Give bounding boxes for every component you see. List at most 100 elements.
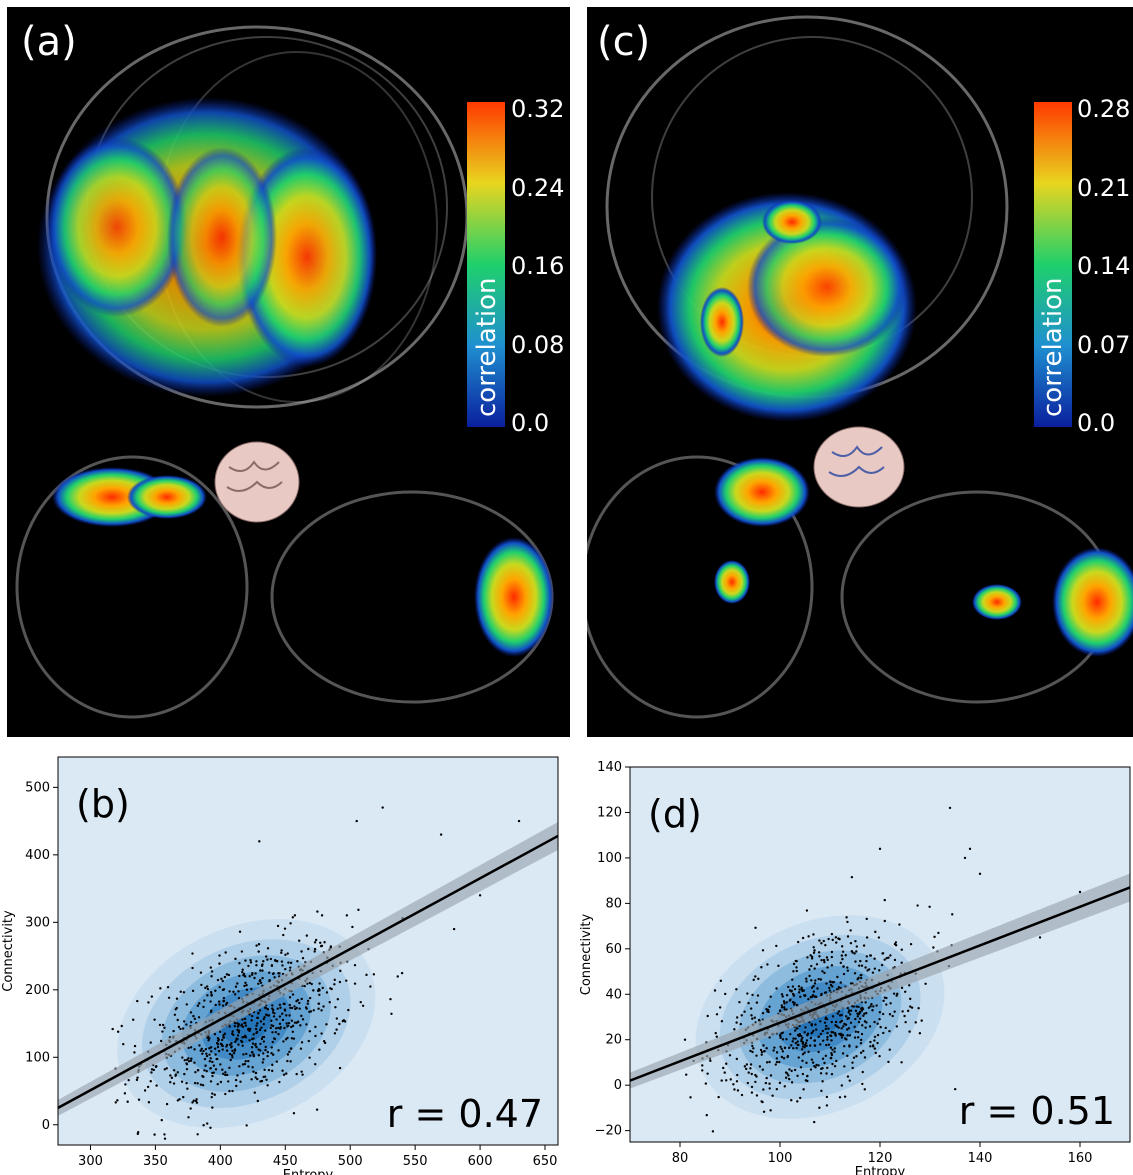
data-point	[778, 1009, 782, 1013]
data-point	[293, 914, 297, 917]
data-point	[836, 1012, 839, 1015]
data-point	[266, 1054, 269, 1058]
data-point	[241, 1025, 245, 1029]
data-point	[261, 976, 264, 980]
y-tick-label: 0	[42, 1118, 50, 1133]
data-point	[266, 958, 269, 961]
data-point	[780, 1006, 784, 1009]
data-point	[314, 1062, 317, 1066]
data-point	[978, 872, 982, 876]
data-point	[883, 919, 886, 923]
data-point	[209, 1080, 213, 1083]
data-point	[810, 1058, 814, 1061]
x-tick-label: 600	[468, 1154, 493, 1169]
data-point	[860, 1032, 864, 1036]
data-point	[864, 1026, 867, 1029]
data-point	[270, 1046, 273, 1049]
data-point	[855, 1045, 858, 1049]
data-point	[798, 1032, 802, 1036]
data-point	[300, 1041, 304, 1044]
data-point	[266, 947, 270, 950]
data-point	[829, 980, 832, 983]
data-point	[851, 951, 854, 954]
data-point	[254, 972, 257, 975]
data-point	[782, 1006, 786, 1009]
data-point	[249, 958, 252, 962]
data-point	[778, 1034, 782, 1037]
data-point	[213, 1047, 217, 1050]
data-point	[738, 1000, 741, 1004]
data-point	[775, 1051, 779, 1054]
data-point	[815, 1063, 818, 1067]
data-point	[318, 988, 321, 992]
data-point	[335, 1017, 339, 1020]
data-point	[865, 1011, 868, 1015]
y-tick-label: 200	[25, 983, 50, 998]
data-point	[801, 1036, 804, 1040]
y-tick-label: 80	[605, 896, 622, 911]
data-point	[256, 1016, 260, 1020]
data-point	[226, 1073, 229, 1077]
data-point	[846, 1075, 850, 1078]
data-point	[290, 1037, 294, 1040]
data-point	[224, 1092, 227, 1096]
data-point	[812, 933, 815, 936]
data-point	[800, 988, 804, 991]
data-point	[127, 1078, 130, 1082]
data-point	[259, 1049, 262, 1052]
data-point	[823, 971, 826, 975]
data-point	[740, 1093, 744, 1097]
data-point	[242, 1072, 245, 1075]
data-point	[817, 1050, 820, 1054]
data-point	[830, 950, 834, 954]
data-point	[844, 1023, 848, 1026]
data-point	[948, 806, 952, 810]
scatter-chart-b: 300 350 400 450 500 550 600 650 0 100 200 300 400 500…	[1, 756, 559, 1175]
data-point	[775, 1057, 779, 1060]
data-point	[818, 955, 821, 958]
data-point	[217, 1038, 220, 1041]
scatter-chart-d: 80 100 120 140 160 −20 0 20 40 60 80 100 120 140 Entro…	[579, 760, 1131, 1175]
data-point	[780, 993, 784, 996]
data-point	[869, 954, 873, 957]
data-point	[241, 1044, 244, 1047]
data-point	[136, 1076, 139, 1079]
data-point	[228, 1066, 231, 1070]
data-point	[276, 1007, 279, 1010]
data-point	[876, 1041, 879, 1045]
data-point	[852, 1005, 855, 1008]
data-point	[754, 1080, 757, 1084]
data-point	[904, 990, 907, 993]
data-point	[306, 1002, 309, 1005]
data-point	[240, 950, 244, 953]
data-point	[259, 1080, 262, 1083]
data-point	[750, 1072, 753, 1076]
data-point	[132, 1018, 135, 1021]
data-point	[191, 966, 194, 970]
data-point	[336, 998, 340, 1001]
data-point	[313, 941, 317, 944]
data-point	[214, 1068, 218, 1071]
data-point	[190, 1057, 193, 1060]
data-point	[818, 939, 821, 942]
data-point	[299, 1047, 303, 1050]
data-point	[231, 1049, 234, 1053]
data-point	[232, 1051, 236, 1055]
data-point	[267, 1068, 271, 1072]
panel-label-a: (a)	[21, 19, 77, 65]
x-tick-label: 120	[868, 1151, 893, 1166]
data-point	[231, 1089, 234, 1093]
data-point	[819, 1067, 823, 1071]
data-point	[318, 982, 321, 985]
panel-label: (d)	[648, 792, 702, 836]
data-point	[279, 1026, 282, 1029]
data-point	[799, 1034, 803, 1038]
data-point	[136, 1132, 140, 1136]
data-point	[272, 1015, 276, 1018]
data-point	[900, 986, 904, 990]
data-point	[175, 997, 179, 1000]
data-point	[766, 963, 769, 966]
data-point	[248, 1029, 251, 1032]
colorbar-c-tick: 0.07	[1077, 331, 1130, 359]
data-point	[809, 954, 812, 957]
